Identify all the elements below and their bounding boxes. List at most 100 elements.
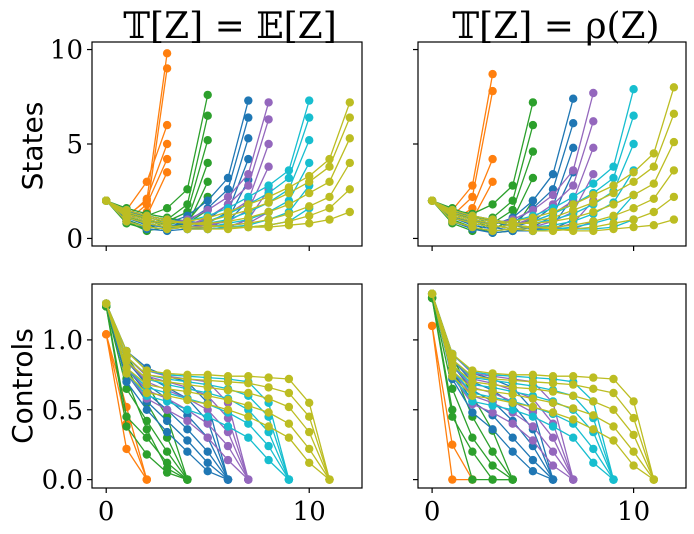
data-point	[284, 475, 294, 484]
data-point	[203, 400, 212, 409]
data-point	[244, 181, 253, 190]
data-point	[305, 202, 314, 211]
data-point	[244, 113, 253, 122]
data-point	[609, 388, 618, 398]
data-point	[305, 211, 314, 220]
data-point	[528, 467, 538, 476]
data-point	[468, 433, 477, 442]
data-point	[609, 224, 618, 234]
data-point	[203, 433, 212, 442]
data-point	[305, 458, 314, 467]
data-point	[427, 196, 437, 205]
data-point	[162, 447, 172, 456]
data-point	[629, 177, 638, 186]
data-point	[488, 401, 497, 410]
data-point	[548, 190, 558, 200]
data-point	[203, 90, 212, 100]
data-point	[183, 219, 192, 228]
data-point	[244, 154, 253, 164]
trajectory-line	[431, 293, 655, 480]
data-point	[162, 427, 172, 437]
data-point	[569, 94, 578, 103]
data-point	[345, 113, 354, 122]
data-point	[305, 219, 314, 228]
data-point	[508, 405, 517, 414]
x-tick-label: 0	[424, 497, 441, 527]
plot-area	[427, 289, 658, 484]
data-point	[203, 196, 212, 205]
data-point	[102, 196, 111, 205]
data-point	[548, 170, 558, 179]
data-point	[589, 226, 598, 236]
data-point	[244, 388, 253, 398]
data-point	[162, 154, 172, 164]
panel-controls-expectation: 0.0 0.5 1.0 0 10	[42, 283, 363, 527]
data-point	[325, 192, 334, 202]
data-point	[669, 166, 679, 175]
data-point	[162, 64, 172, 73]
data-point	[183, 436, 192, 445]
x-tick-label: 10	[293, 497, 326, 527]
data-point	[264, 207, 273, 217]
data-point	[244, 419, 253, 428]
trajectory-line	[431, 293, 655, 480]
data-point	[488, 475, 497, 484]
data-point	[264, 98, 273, 107]
data-point	[508, 181, 517, 190]
data-point	[223, 475, 233, 484]
data-point	[122, 207, 131, 217]
data-point	[649, 194, 658, 203]
data-point	[264, 455, 273, 465]
data-point	[183, 185, 192, 194]
data-point	[488, 86, 497, 96]
data-point	[142, 177, 151, 186]
data-point	[203, 136, 212, 145]
data-point	[589, 179, 598, 188]
data-point	[183, 405, 192, 414]
col-title-risk: 𝕋[Z] = ρ(Z)	[452, 6, 659, 47]
data-point	[528, 394, 538, 403]
data-point	[264, 222, 273, 232]
data-point	[305, 188, 314, 198]
data-point	[244, 401, 253, 410]
data-point	[264, 181, 273, 190]
data-point	[548, 447, 558, 456]
data-point	[569, 143, 578, 152]
data-point	[223, 222, 233, 232]
data-point	[142, 388, 151, 398]
data-point	[669, 192, 679, 202]
data-point	[305, 444, 314, 454]
data-point	[223, 377, 233, 386]
data-point	[629, 85, 638, 94]
trajectory-line	[431, 293, 615, 480]
data-point	[305, 96, 314, 105]
series-horizon-12	[102, 299, 334, 484]
data-point	[488, 425, 497, 434]
row-label-states: States	[16, 102, 49, 191]
data-point	[629, 190, 638, 200]
data-point	[345, 207, 354, 217]
data-point	[589, 207, 598, 217]
data-point	[629, 168, 638, 177]
data-point	[162, 416, 172, 426]
data-point	[244, 96, 253, 105]
data-point	[649, 149, 658, 158]
data-point	[183, 425, 192, 434]
data-point	[305, 158, 314, 168]
data-point	[649, 162, 658, 171]
data-point	[305, 177, 314, 186]
data-point	[244, 433, 253, 442]
data-point	[122, 369, 131, 378]
plot-area	[102, 299, 334, 484]
panel-states-expectation: 0 5 10	[50, 36, 363, 254]
data-point	[223, 405, 233, 414]
data-point	[448, 440, 457, 449]
data-point	[528, 370, 538, 379]
data-point	[488, 461, 497, 470]
data-point	[264, 383, 273, 392]
data-point	[102, 330, 111, 339]
data-point	[142, 475, 151, 484]
data-point	[183, 475, 192, 484]
data-point	[468, 475, 477, 484]
